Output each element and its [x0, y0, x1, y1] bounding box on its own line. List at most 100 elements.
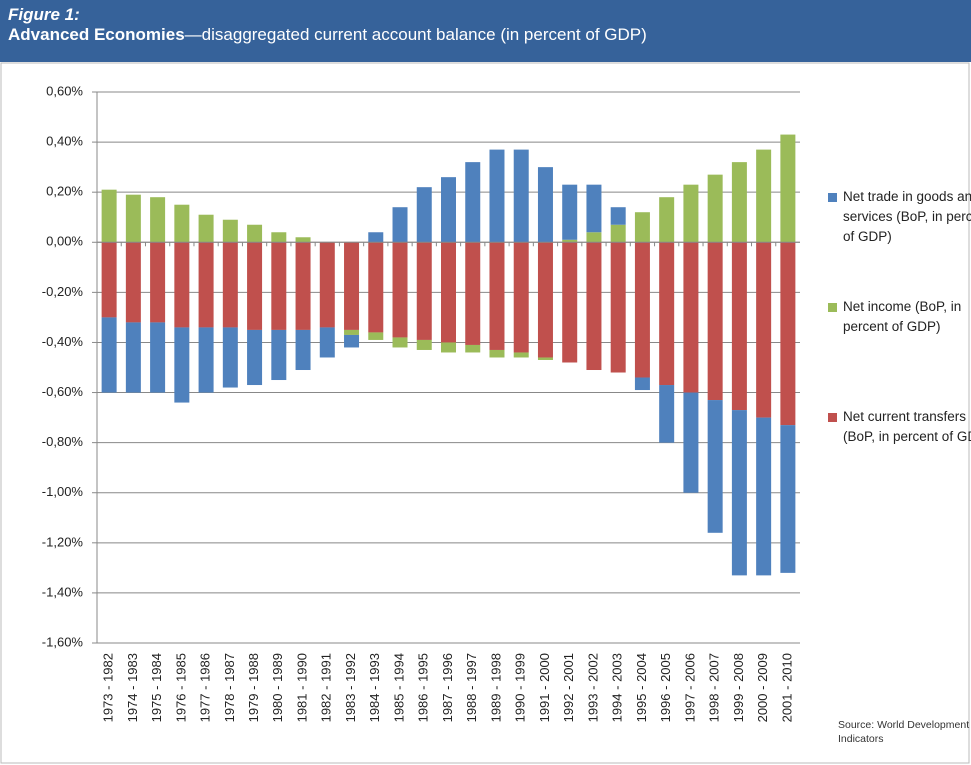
y-tick-label: -1,40%	[42, 584, 84, 599]
bar-segment	[198, 242, 214, 328]
bar-segment	[659, 242, 675, 386]
title-rest: —disaggregated current account balance (…	[184, 25, 647, 44]
bar-segment	[441, 342, 456, 353]
y-tick-label: -0,40%	[42, 334, 84, 349]
bar-segment	[368, 332, 384, 340]
bar-segment	[756, 242, 772, 418]
x-tick-label: 1980 - 1989	[270, 653, 285, 722]
bar-segment	[537, 357, 553, 360]
x-tick-label: 1993 - 2002	[585, 653, 600, 722]
x-tick-label: 1994 - 2003	[610, 653, 625, 722]
bar-segment	[513, 242, 529, 353]
x-tick-label: 1974 - 1983	[125, 653, 140, 722]
bar-segment	[125, 242, 141, 323]
bar-segment	[150, 322, 166, 393]
bar-segment	[537, 167, 553, 243]
x-tick-label: 1985 - 1994	[391, 653, 406, 722]
bar-segment	[150, 197, 166, 243]
x-tick-label: 1976 - 1985	[173, 653, 188, 722]
bar-segment	[731, 410, 747, 576]
x-tick-label: 1991 - 2000	[537, 653, 552, 722]
bar-segment	[101, 189, 117, 243]
bar-segment	[174, 242, 190, 328]
bar-segment	[489, 242, 505, 350]
x-tick-label: 1982 - 1991	[319, 653, 334, 722]
bar-segment	[247, 242, 263, 330]
x-tick-label: 1984 - 1993	[367, 653, 382, 722]
x-tick-label: 1996 - 2005	[658, 653, 673, 722]
bar-segment	[586, 232, 602, 243]
bar-segment	[562, 184, 578, 240]
bar-segment	[756, 149, 772, 243]
y-tick-label: 0,20%	[46, 184, 83, 199]
bar-segment	[465, 162, 481, 243]
source-note: Source: World Development Indicators	[838, 719, 970, 745]
bar-segment	[756, 417, 772, 576]
bar-segment	[634, 242, 650, 378]
x-tick-label: 1990 - 1999	[513, 653, 528, 722]
x-tick-label: 1987 - 1996	[440, 653, 455, 722]
bar-segment	[465, 242, 481, 345]
bar-segment	[562, 242, 578, 363]
bar-segment	[271, 329, 287, 381]
x-tick-label: 1989 - 1998	[488, 653, 503, 722]
bar-segment	[586, 184, 602, 233]
legend-swatch	[828, 193, 837, 202]
bar-segment	[731, 162, 747, 243]
bar-segment	[683, 184, 699, 243]
chart: 0,60% 0,40% 0,20% 0,00% -0,20% -0,40% -0,60% -0…	[0, 62, 970, 764]
y-tick-label: -0,20%	[42, 284, 84, 299]
bar-segment	[465, 344, 481, 353]
bar-segment	[707, 400, 723, 533]
bar-segment	[125, 322, 141, 393]
legend-label: Net current transfers (BoP, in percent o…	[843, 409, 971, 444]
bar-segment	[780, 134, 796, 243]
bar-segment	[707, 174, 723, 243]
x-tick-label: 2000 - 2009	[755, 653, 770, 722]
bar-segment	[659, 385, 675, 443]
bar-segment	[319, 242, 335, 328]
x-tick-label: 1986 - 1995	[416, 653, 431, 722]
x-tick-label: 1995 - 2004	[634, 653, 649, 722]
bar-segment	[731, 242, 747, 411]
bar-segment	[271, 242, 287, 330]
x-tick-label: 1998 - 2007	[707, 653, 722, 722]
bar-segment	[295, 329, 311, 371]
x-tick-label: 1997 - 2006	[682, 653, 697, 722]
bar-segment	[416, 339, 432, 350]
y-tick-label: -0,80%	[42, 434, 84, 449]
x-tick-label: 1975 - 1984	[149, 653, 164, 722]
x-tick-label: 2001 - 2010	[779, 653, 794, 722]
y-tick-label: 0,00%	[46, 234, 83, 249]
x-tick-label: 1981 - 1990	[294, 653, 309, 722]
y-tick-label: 0,40%	[46, 134, 83, 149]
bar-segment	[222, 219, 238, 243]
bar-segment	[513, 149, 529, 243]
bar-segment	[344, 242, 360, 330]
bar-segment	[416, 187, 432, 243]
bar-segment	[513, 352, 529, 358]
title: Advanced Economies—disaggregated current…	[8, 25, 647, 45]
bar-segment	[683, 242, 699, 393]
bar-segment	[441, 242, 456, 343]
bar-segment	[174, 204, 190, 243]
legend-label: Net income (BoP, in percent of GDP)	[843, 299, 962, 334]
chart-frame	[0, 62, 970, 764]
bar-segment	[295, 237, 311, 243]
legend-label: Net trade in goods and services (BoP, in…	[843, 189, 971, 244]
bar-segment	[319, 327, 335, 358]
bar-segment	[344, 334, 360, 348]
bar-segment	[489, 149, 505, 243]
bar-segment	[659, 197, 675, 243]
x-tick-label: 1999 - 2008	[731, 653, 746, 722]
title-bold: Advanced Economies	[8, 25, 185, 44]
bar-segment	[368, 242, 384, 333]
figure-label: Figure 1:	[8, 5, 80, 24]
legend-swatch	[828, 303, 837, 312]
bar-segment	[489, 349, 505, 358]
bar-segment	[683, 392, 699, 493]
bar-segment	[344, 329, 360, 335]
bar-segment	[392, 242, 408, 338]
bar-segment	[780, 425, 796, 573]
